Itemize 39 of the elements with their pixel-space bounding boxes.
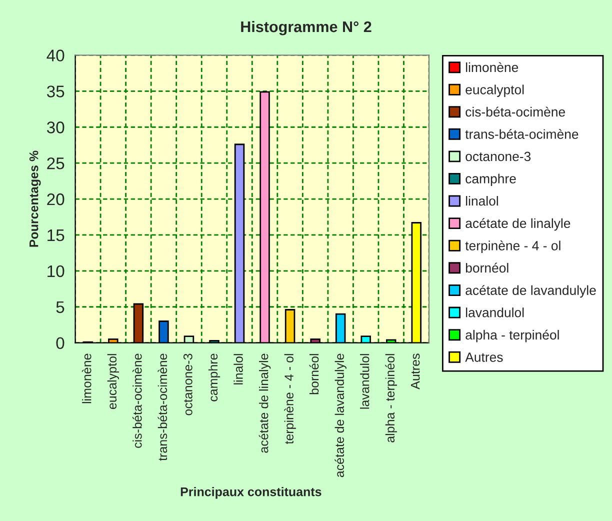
x-tick-label: camphre bbox=[208, 354, 220, 402]
x-tick-label: linalol bbox=[234, 354, 243, 384]
legend-label: lavandulol bbox=[466, 308, 524, 318]
y-axis-title: Pourcentages % bbox=[29, 150, 41, 247]
x-tick-label: terpinène - 4 - ol bbox=[284, 354, 296, 444]
x-tick-label: Autres bbox=[411, 354, 420, 390]
y-tick-label: 35 bbox=[46, 86, 64, 98]
x-tick-label: acétate de lavandulyle bbox=[334, 354, 346, 478]
legend-label: octanone-3 bbox=[466, 152, 531, 162]
legend-label: eucalyptol bbox=[466, 84, 524, 97]
legend-label: acétate de linalyle bbox=[466, 218, 570, 231]
chart-title: Histogramme N° 2 bbox=[241, 20, 372, 36]
y-tick-label: 40 bbox=[46, 50, 64, 62]
y-tick-label: 20 bbox=[47, 193, 64, 206]
y-tick-label: 10 bbox=[48, 265, 64, 278]
x-tick-label: cis-béta-ocimène bbox=[132, 354, 142, 448]
x-tick-label: lavandulol bbox=[360, 354, 370, 409]
legend-label: camphre bbox=[466, 174, 516, 186]
x-tick-label: bornéol bbox=[309, 354, 319, 394]
legend-label: cis-béta-ocimène bbox=[466, 106, 565, 117]
legend-label: limonène bbox=[466, 62, 518, 72]
y-tick-label: 5 bbox=[56, 301, 64, 314]
legend-label: bornéol bbox=[466, 262, 508, 273]
legend-label: acétate de lavandulyle bbox=[466, 285, 596, 298]
y-tick-label: 15 bbox=[48, 230, 64, 242]
x-tick-label: trans-béta-ocimène bbox=[158, 354, 168, 461]
legend-label: terpinène - 4 - ol bbox=[465, 240, 560, 253]
y-tick-label: 30 bbox=[46, 122, 64, 134]
legend-label: linalol bbox=[466, 196, 498, 206]
x-tick-label: eucalyptol bbox=[107, 354, 119, 409]
x-tick-label: acétate de linalyle bbox=[258, 354, 271, 453]
x-tick-label: octanone-3 bbox=[183, 354, 192, 416]
legend-label: trans-béta-ocimène bbox=[465, 129, 578, 139]
x-axis-title: Principaux constituants bbox=[180, 487, 322, 499]
x-tick-label: limonène bbox=[82, 354, 92, 404]
legend-label: alpha - terpinéol bbox=[466, 330, 559, 342]
x-tick-label: alpha - terpinéol bbox=[385, 354, 398, 442]
y-tick-label: 0 bbox=[56, 337, 64, 350]
y-tick-label: 25 bbox=[47, 157, 64, 170]
